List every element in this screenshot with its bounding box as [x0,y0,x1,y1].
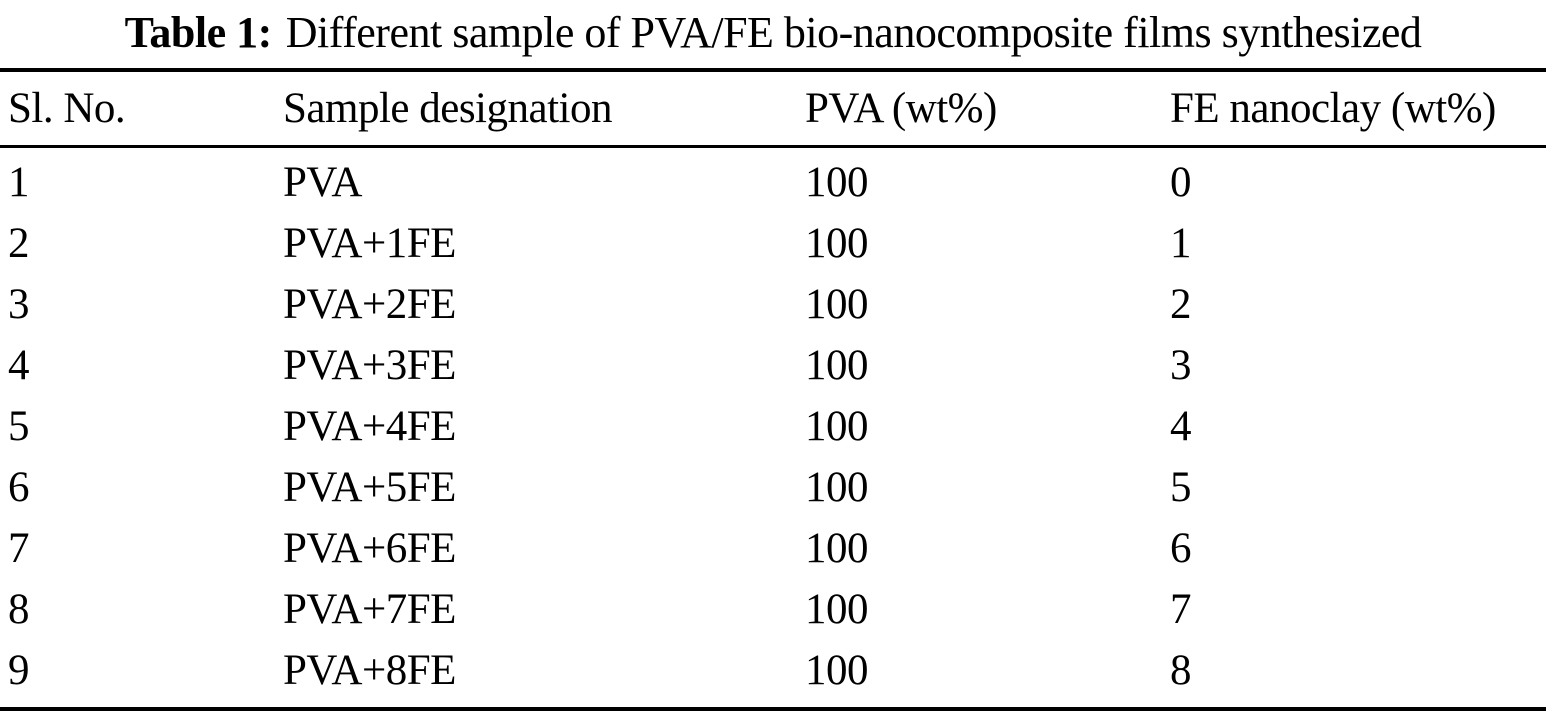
table-caption-text: Different sample of PVA/FE bio-nanocompo… [285,8,1422,57]
cell-sl-no: 8 [8,586,30,633]
cell-sl-no: 2 [8,220,30,267]
table-row: 3 PVA+2FE 100 2 [0,274,1546,335]
column-header-sl-no: Sl. No. [8,85,126,132]
cell-fe-nanoclay-wt: 5 [1170,464,1192,511]
cell-pva-wt: 100 [805,220,869,267]
column-header-sample-designation: Sample designation [283,85,612,132]
cell-fe-nanoclay-wt: 2 [1170,281,1192,328]
cell-pva-wt: 100 [805,281,869,328]
cell-sample-designation: PVA+5FE [283,464,456,511]
table-row: 8 PVA+7FE 100 7 [0,579,1546,640]
cell-pva-wt: 100 [805,464,869,511]
cell-pva-wt: 100 [805,159,869,206]
column-header-pva-wt: PVA (wt%) [805,85,997,132]
cell-sl-no: 5 [8,403,30,450]
cell-pva-wt: 100 [805,586,869,633]
cell-pva-wt: 100 [805,342,869,389]
cell-sl-no: 1 [8,159,30,206]
cell-sample-designation: PVA+1FE [283,220,456,267]
cell-pva-wt: 100 [805,647,869,694]
table-row: 5 PVA+4FE 100 4 [0,396,1546,457]
table-row: 7 PVA+6FE 100 6 [0,518,1546,579]
cell-fe-nanoclay-wt: 8 [1170,647,1192,694]
cell-fe-nanoclay-wt: 4 [1170,403,1192,450]
cell-fe-nanoclay-wt: 0 [1170,159,1192,206]
cell-sample-designation: PVA [283,159,362,206]
cell-sample-designation: PVA+6FE [283,525,456,572]
cell-sample-designation: PVA+8FE [283,647,456,694]
table-row: 6 PVA+5FE 100 5 [0,457,1546,518]
column-header-fe-nanoclay-wt: FE nanoclay (wt%) [1170,85,1496,132]
table-caption: Table 1: Different sample of PVA/FE bio-n… [0,2,1546,68]
cell-fe-nanoclay-wt: 1 [1170,220,1192,267]
table-row: 4 PVA+3FE 100 3 [0,335,1546,396]
data-table: Sl. No. Sample designation PVA (wt%) FE … [0,68,1546,711]
table-row: 9 PVA+8FE 100 8 [0,640,1546,701]
table-body: 1 PVA 100 0 2 PVA+1FE 100 1 3 PVA+2FE 10… [0,148,1546,707]
table-row: 2 PVA+1FE 100 1 [0,213,1546,274]
cell-fe-nanoclay-wt: 3 [1170,342,1192,389]
cell-sl-no: 4 [8,342,30,389]
cell-sl-no: 7 [8,525,30,572]
cell-pva-wt: 100 [805,525,869,572]
cell-sample-designation: PVA+2FE [283,281,456,328]
table-row: 1 PVA 100 0 [0,152,1546,213]
cell-sl-no: 6 [8,464,30,511]
cell-fe-nanoclay-wt: 6 [1170,525,1192,572]
cell-sl-no: 3 [8,281,30,328]
table-header-row: Sl. No. Sample designation PVA (wt%) FE … [0,72,1546,148]
cell-sl-no: 9 [8,647,30,694]
cell-sample-designation: PVA+3FE [283,342,456,389]
cell-pva-wt: 100 [805,403,869,450]
cell-sample-designation: PVA+4FE [283,403,456,450]
cell-fe-nanoclay-wt: 7 [1170,586,1192,633]
cell-sample-designation: PVA+7FE [283,586,456,633]
table-caption-label: Table 1: [124,8,273,57]
